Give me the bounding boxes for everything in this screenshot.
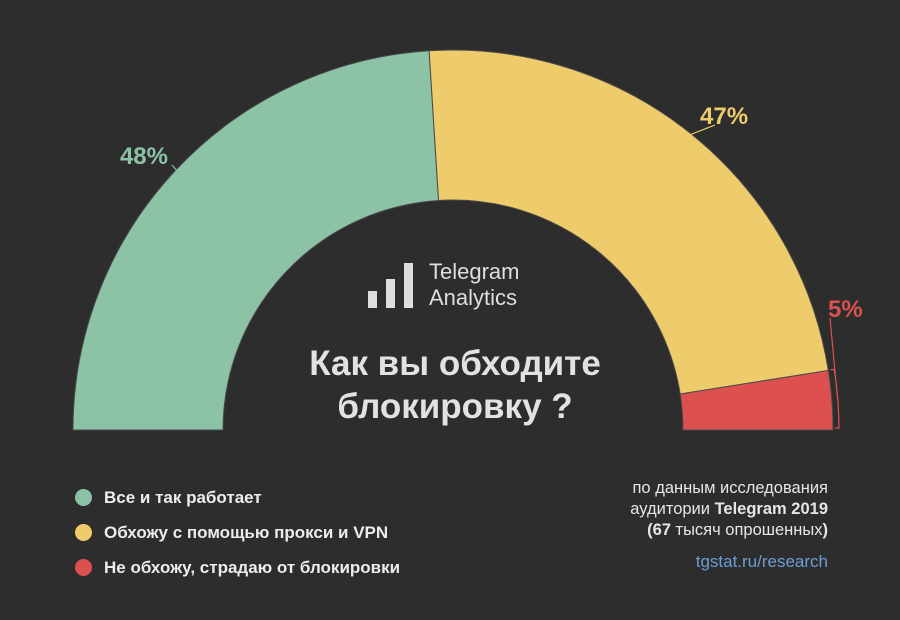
source-count: 67 [652, 521, 671, 539]
source-link[interactable]: tgstat.ru/research [695, 552, 828, 571]
slice-0 [72, 50, 440, 431]
logo-line1: Telegram [429, 259, 520, 284]
legend-swatch [75, 559, 92, 576]
legend-item: Обхожу с помощью прокси и VPN [75, 515, 400, 550]
legend-item: Не обхожу, страдаю от блокировки [75, 550, 400, 585]
source-line2: аудитории [630, 500, 715, 518]
leader-line [171, 164, 178, 172]
legend: Все и так работает Обхожу с помощью прок… [75, 480, 400, 585]
logo-text: Telegram Analytics [429, 259, 519, 311]
source-paren: ) [822, 521, 829, 539]
bracket [829, 317, 840, 429]
legend-label: Обхожу с помощью прокси и VPN [104, 522, 389, 542]
chart-title: Как вы обходите блокировку ? [309, 344, 601, 426]
data-label: 48% [120, 143, 168, 170]
slice-2 [679, 369, 834, 431]
source-line3: тысяч опрошенных [670, 521, 823, 539]
legend-label: Не обхожу, страдаю от блокировки [104, 557, 401, 577]
legend-swatch [75, 489, 92, 506]
logo-line2: Analytics [429, 285, 518, 310]
source-line2-bold: Telegram 2019 [714, 500, 828, 518]
slice-1 [428, 49, 829, 395]
source-note: по данным исследования аудитории Telegra… [630, 478, 828, 541]
data-label: 47% [700, 103, 748, 130]
data-label: 5% [828, 296, 863, 323]
source-line1: по данным исследования [632, 479, 829, 497]
leader-line [689, 124, 716, 136]
legend-swatch [75, 524, 92, 541]
telegram-analytics-logo-icon [368, 258, 418, 313]
legend-item: Все и так работает [75, 480, 400, 515]
legend-label: Все и так работает [104, 487, 262, 507]
source-paren: ( [647, 521, 653, 539]
